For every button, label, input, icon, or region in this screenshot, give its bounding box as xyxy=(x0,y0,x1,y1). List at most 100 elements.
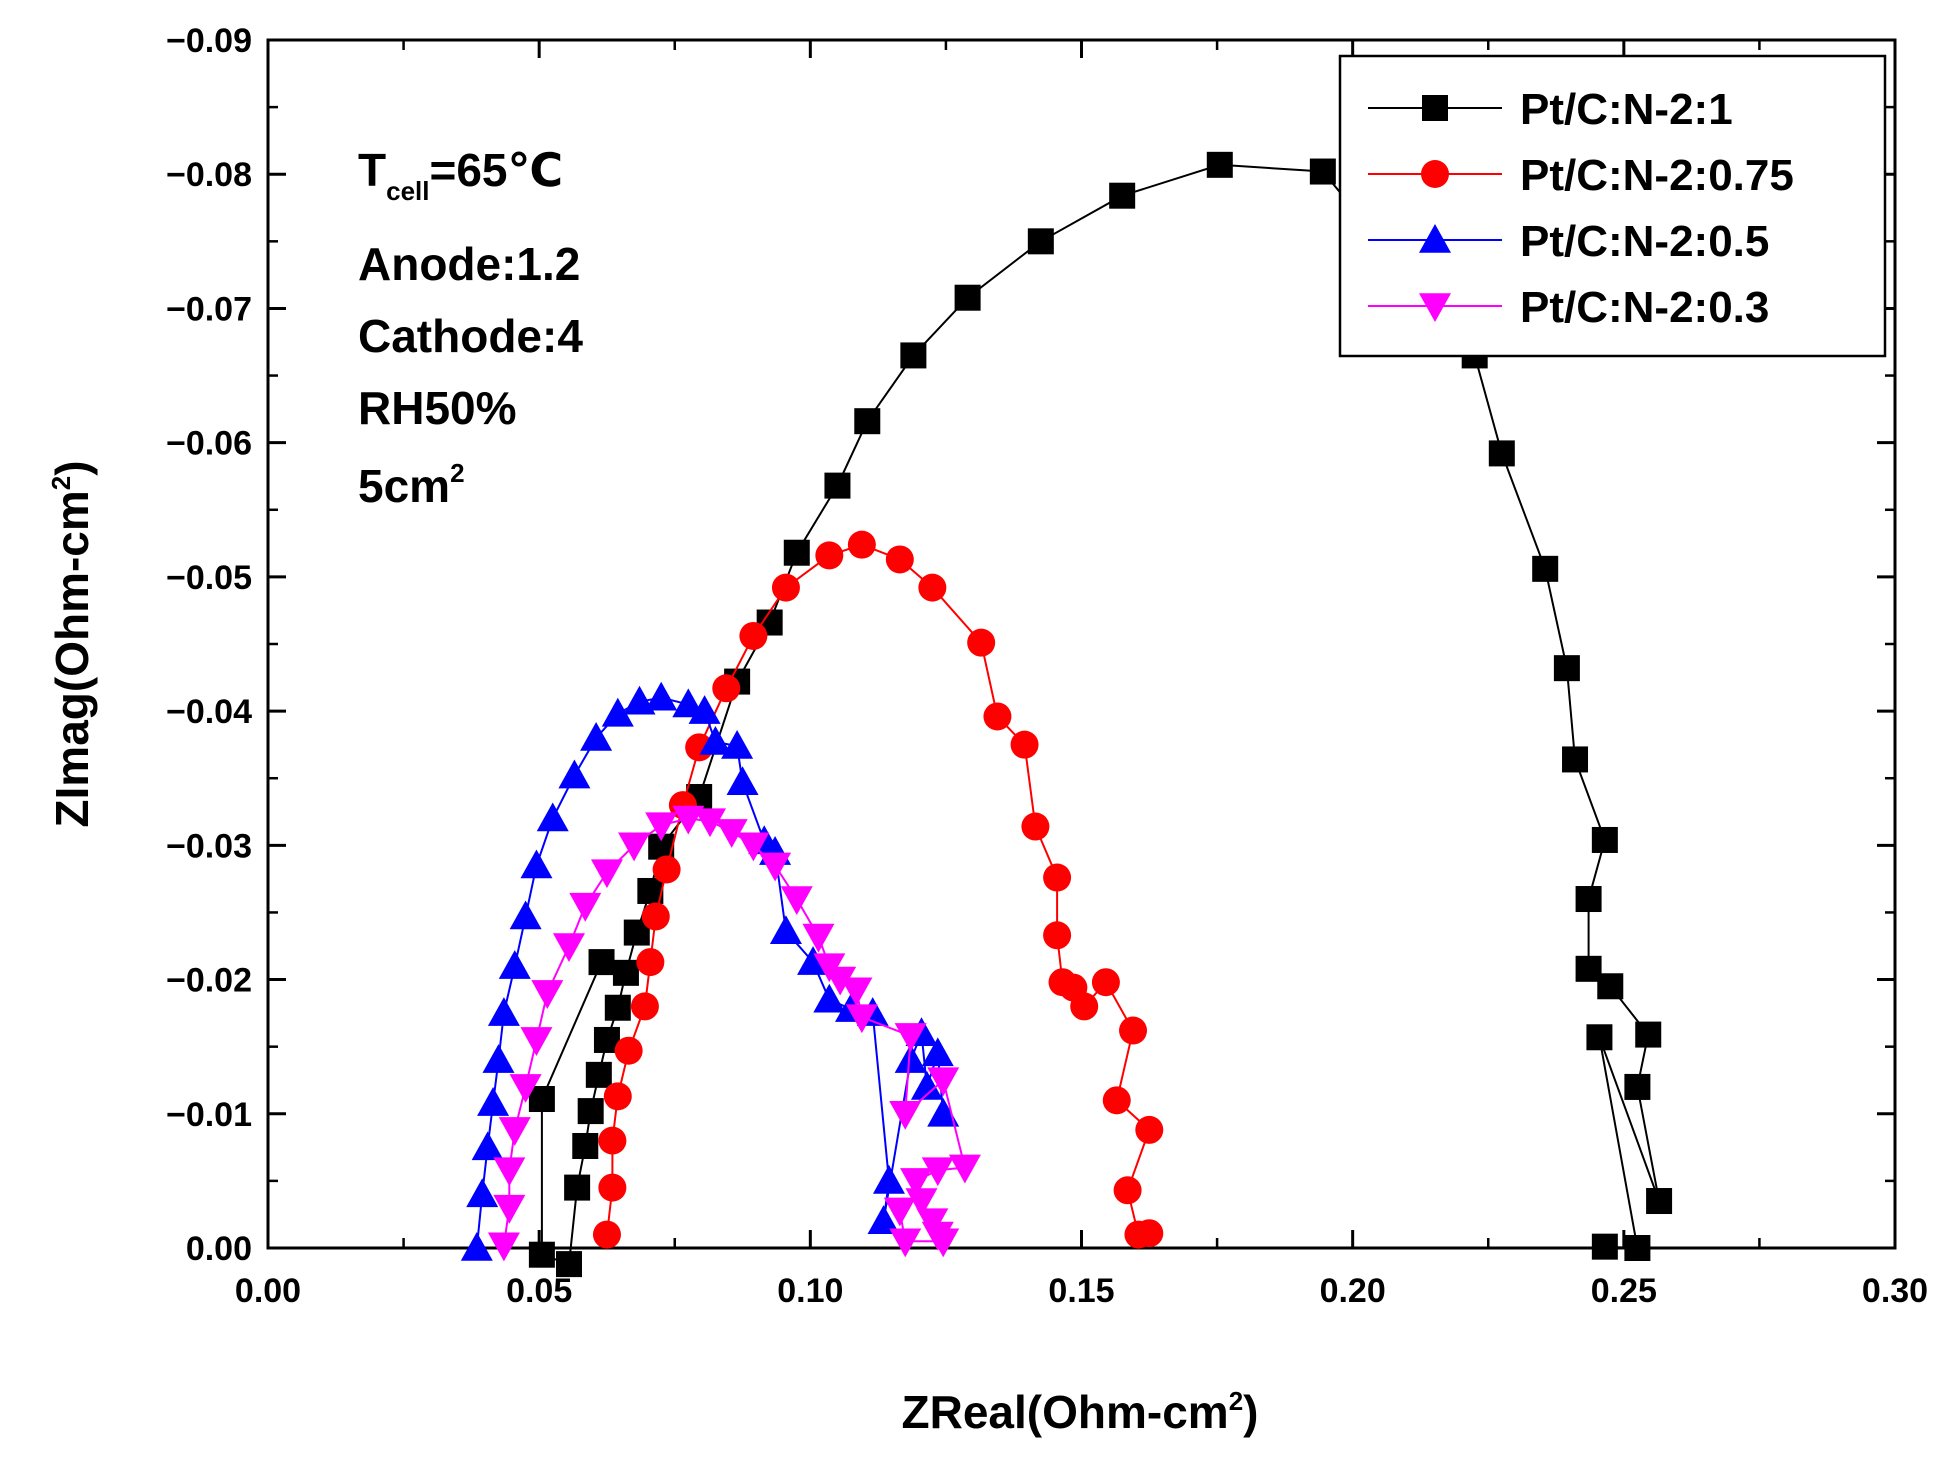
data-point xyxy=(1113,1176,1142,1205)
x-tick-label: 0.05 xyxy=(506,1272,572,1310)
data-point xyxy=(894,1023,927,1052)
data-point xyxy=(603,1082,632,1111)
data-point xyxy=(509,900,542,930)
data-point xyxy=(867,1205,900,1234)
data-point xyxy=(590,859,623,889)
series-0 xyxy=(528,151,1673,1278)
data-point xyxy=(641,902,670,931)
data-point xyxy=(592,1220,621,1249)
data-point xyxy=(614,1036,643,1065)
legend-item: Pt/C:N-2:1 xyxy=(1368,85,1733,134)
data-point xyxy=(585,1061,612,1088)
data-point xyxy=(618,832,651,862)
data-point xyxy=(1027,228,1054,255)
axis-tick-labels: 0.00 0.05 0.10 0.15 0.20 0.25 0.30 0.00 −0.01 −0.… xyxy=(166,22,1928,1310)
data-point xyxy=(528,1241,555,1268)
data-point xyxy=(487,997,520,1026)
x-axis-title: ZReal(Ohm-cm2) xyxy=(902,1386,1259,1438)
data-point xyxy=(1562,746,1589,773)
data-point xyxy=(471,1131,504,1161)
data-point xyxy=(894,1044,927,1073)
y-tick-label: −0.03 xyxy=(166,827,252,865)
data-point xyxy=(1624,1073,1651,1100)
y-tick-label: −0.08 xyxy=(166,156,252,194)
data-point xyxy=(498,950,531,979)
data-point xyxy=(1575,886,1602,913)
data-point xyxy=(493,1157,526,1187)
series-layer xyxy=(460,151,1673,1278)
data-point xyxy=(1488,440,1515,467)
x-tick-label: 0.00 xyxy=(235,1272,301,1310)
data-point xyxy=(845,1004,878,1034)
series-1 xyxy=(592,530,1164,1249)
data-point xyxy=(983,702,1012,731)
data-point xyxy=(737,832,770,862)
data-point xyxy=(487,1232,520,1262)
legend-marker xyxy=(1419,293,1451,322)
data-point xyxy=(921,1037,954,1067)
x-tick-label: 0.20 xyxy=(1320,1272,1386,1310)
x-tick-label: 0.15 xyxy=(1048,1272,1114,1310)
data-point xyxy=(1575,955,1602,982)
legend: Pt/C:N-2:1 Pt/C:N-2:0.75 Pt/C:N-2:0.5 Pt/C:… xyxy=(1338,54,1887,358)
data-point xyxy=(558,759,591,789)
legend-item: Pt/C:N-2:0.5 xyxy=(1368,217,1769,266)
data-point xyxy=(520,1027,553,1056)
annotation-cathode: Cathode:4 xyxy=(358,310,583,362)
data-point xyxy=(1043,921,1072,950)
data-point xyxy=(604,994,631,1021)
condition-annotations: Tcell=65℃ Anode:1.2 Cathode:4 RH50% 5cm2 xyxy=(358,144,583,512)
data-point xyxy=(1109,182,1136,209)
annotation-area: 5cm2 xyxy=(358,458,465,512)
data-point xyxy=(598,1173,627,1202)
data-point xyxy=(889,1100,922,1130)
data-point xyxy=(759,852,792,882)
annotation-anode: Anode:1.2 xyxy=(358,238,580,290)
legend-label: Pt/C:N-2:0.3 xyxy=(1520,283,1769,332)
x-tick-label: 0.10 xyxy=(777,1272,843,1310)
data-point xyxy=(815,541,844,570)
data-point xyxy=(1591,1233,1618,1260)
data-point xyxy=(477,1087,510,1116)
legend-marker xyxy=(1421,160,1449,188)
data-point xyxy=(509,1074,542,1103)
data-point xyxy=(1646,1188,1673,1215)
data-point xyxy=(564,1174,591,1201)
data-point xyxy=(726,766,759,796)
data-point xyxy=(580,721,613,751)
data-point xyxy=(771,573,800,602)
data-point xyxy=(577,1098,604,1125)
data-point xyxy=(824,472,851,499)
data-point xyxy=(954,284,981,311)
legend-marker xyxy=(1419,224,1451,253)
data-point xyxy=(739,621,768,650)
data-point xyxy=(569,892,602,922)
data-point xyxy=(688,695,721,724)
y-tick-label: −0.01 xyxy=(166,1096,252,1134)
data-point xyxy=(783,539,810,566)
data-point xyxy=(854,408,881,435)
data-point xyxy=(1532,555,1559,582)
data-point xyxy=(769,915,802,945)
data-point xyxy=(531,980,564,1009)
data-point xyxy=(885,545,914,574)
data-point xyxy=(721,730,754,759)
data-point xyxy=(1010,730,1039,759)
x-tick-label: 0.30 xyxy=(1862,1272,1928,1310)
data-point xyxy=(645,681,678,711)
data-point xyxy=(948,1154,981,1184)
data-point xyxy=(598,1126,627,1155)
data-point xyxy=(712,674,741,703)
data-point xyxy=(612,959,639,986)
data-point xyxy=(927,1097,960,1127)
data-point xyxy=(536,802,569,832)
data-point xyxy=(921,1157,954,1187)
data-point xyxy=(797,946,830,975)
data-point xyxy=(636,948,665,977)
legend-marker xyxy=(1422,95,1448,121)
data-point xyxy=(824,966,857,996)
data-point xyxy=(927,1067,960,1097)
data-point xyxy=(555,1251,582,1278)
y-tick-label: −0.06 xyxy=(166,425,252,463)
data-point xyxy=(1597,973,1624,1000)
